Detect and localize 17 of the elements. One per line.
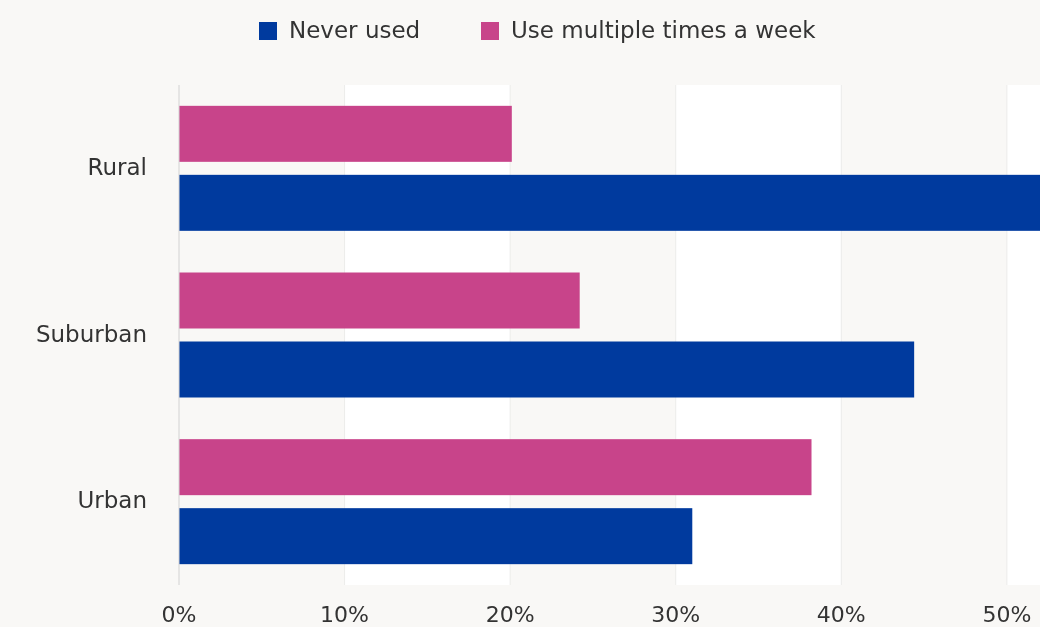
y-tick-label: Suburban [35,320,147,347]
x-tick-label: 0% [161,602,197,627]
y-tick-label: Urban [77,487,147,514]
x-tick-label: 50% [982,602,1032,627]
y-tick-label: Rural [87,153,147,180]
x-tick-label: 20% [485,602,535,627]
legend-label: Use multiple times a week [511,16,817,43]
bar [179,508,693,565]
bar [179,341,915,398]
x-tick-label: 40% [816,602,866,627]
x-tick-label: 10% [320,602,370,627]
bar [179,272,580,329]
bar [179,105,512,162]
legend-label: Never used [289,16,421,43]
bar [179,439,812,496]
x-tick-label: 30% [651,602,701,627]
bar [179,174,1040,231]
